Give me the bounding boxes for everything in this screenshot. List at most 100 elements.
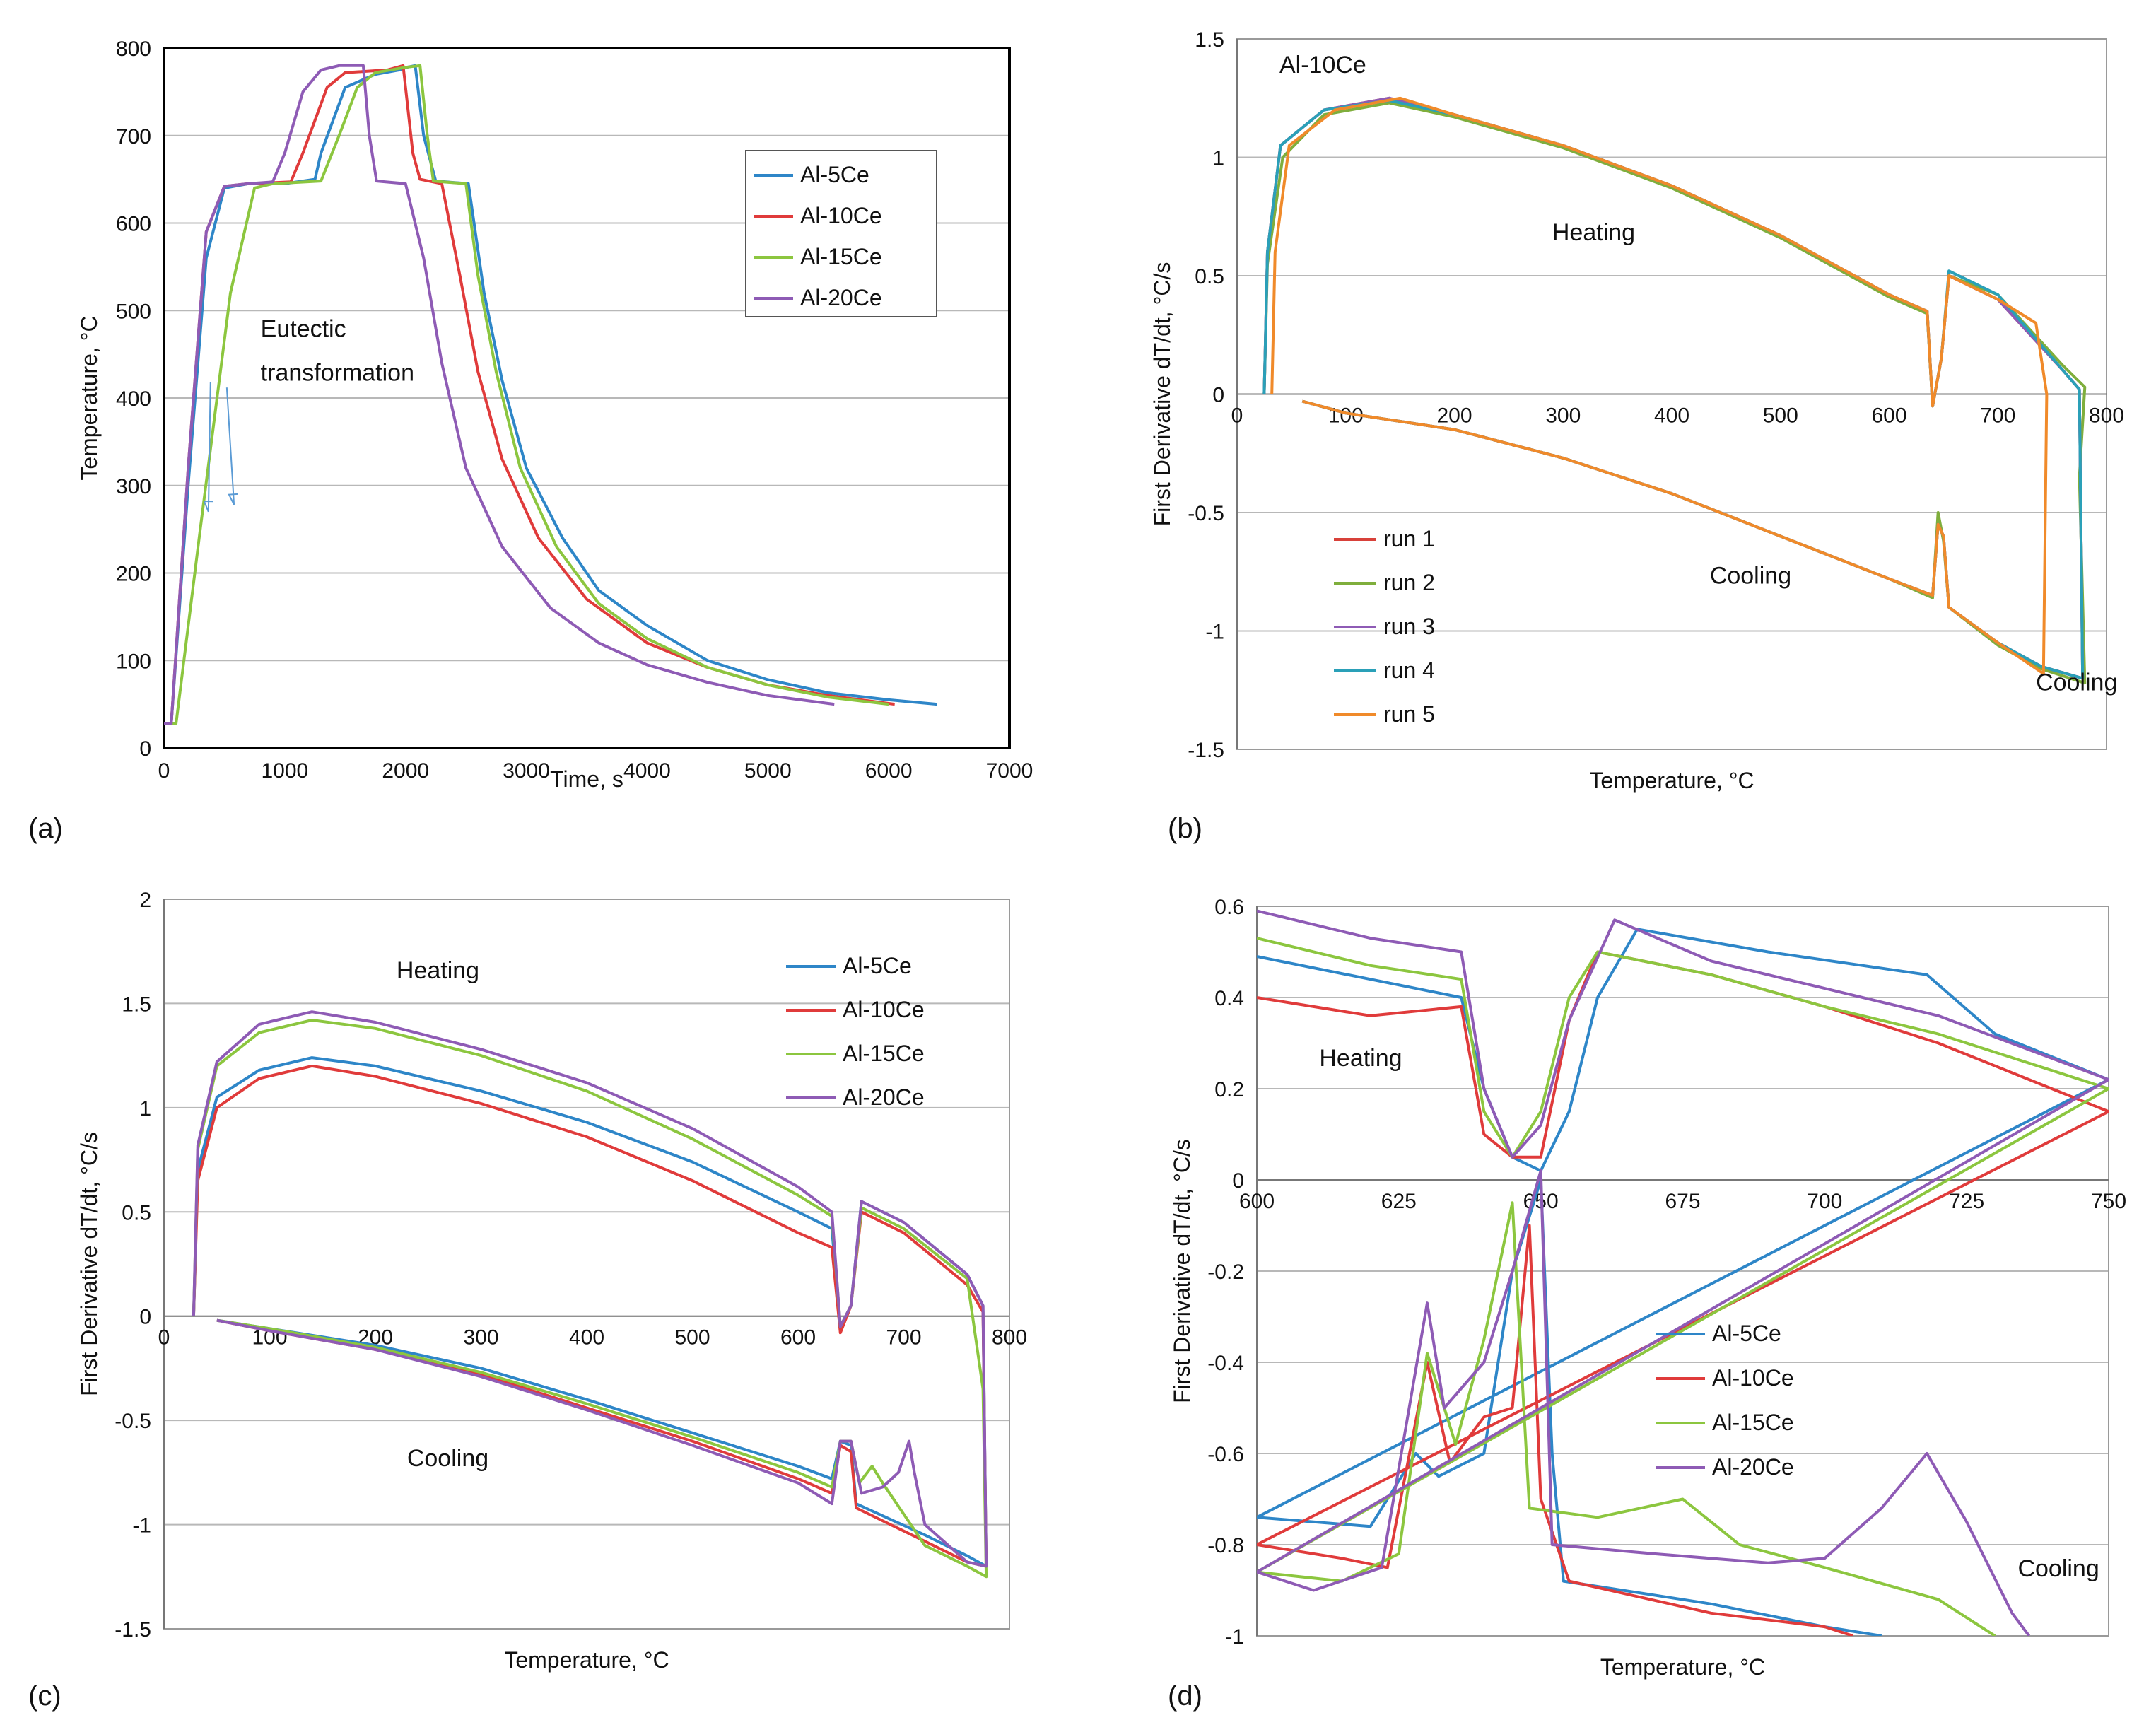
series-line-Al-5Ce bbox=[1257, 928, 2109, 1636]
x-tick-label: 700 bbox=[1807, 1190, 1842, 1213]
series-line-Al-15Ce bbox=[1257, 937, 2109, 1636]
x-axis-label: Temperature, °C bbox=[1589, 768, 1754, 793]
x-tick-label: 675 bbox=[1665, 1190, 1700, 1213]
panel-label: (b) bbox=[1168, 813, 1202, 844]
y-tick-label: 0.6 bbox=[1214, 896, 1244, 919]
y-tick-label: -0.8 bbox=[1207, 1534, 1244, 1557]
legend-label: Al-10Ce bbox=[1712, 1365, 1794, 1391]
annotation-arrow bbox=[225, 387, 235, 505]
legend-label: run 5 bbox=[1383, 701, 1435, 727]
y-tick-label: -0.6 bbox=[1207, 1443, 1244, 1466]
y-tick-label: 1 bbox=[1212, 147, 1224, 170]
legend-label: Al-5Ce bbox=[800, 162, 869, 187]
x-tick-label: 400 bbox=[569, 1326, 604, 1350]
x-tick-label: 3000 bbox=[503, 759, 550, 783]
series-group bbox=[1262, 96, 2087, 685]
x-axis-label: Temperature, °C bbox=[504, 1647, 669, 1673]
legend-label: run 1 bbox=[1383, 526, 1435, 551]
x-tick-label: 500 bbox=[1763, 404, 1798, 428]
annotation-text: Cooling bbox=[1710, 563, 1791, 590]
y-tick-label: -1.5 bbox=[1188, 739, 1224, 762]
x-axis-label: Temperature, °C bbox=[1600, 1654, 1765, 1680]
legend: run 1 run 2 run 3 run 4 run 5 bbox=[1334, 526, 1435, 727]
x-tick-label: 2000 bbox=[382, 759, 429, 783]
x-tick-label: 5000 bbox=[744, 759, 792, 783]
legend-label: Al-15Ce bbox=[800, 244, 882, 269]
legend-box bbox=[745, 150, 937, 317]
arrow-head bbox=[228, 493, 238, 505]
series-line-Al-20Ce bbox=[164, 64, 835, 725]
annotation-text: Heating bbox=[1552, 219, 1635, 246]
x-tick-label: 500 bbox=[674, 1326, 710, 1350]
x-tick-label: 0 bbox=[1231, 404, 1243, 428]
y-tick-label: 0.5 bbox=[122, 1201, 151, 1224]
legend-label: run 4 bbox=[1383, 657, 1435, 683]
y-tick-label: 0.2 bbox=[1214, 1078, 1244, 1101]
legend-label: run 3 bbox=[1383, 614, 1435, 639]
legend-label: Al-15Ce bbox=[843, 1041, 925, 1066]
x-tick-label: 725 bbox=[1949, 1190, 1984, 1213]
y-axis-label: First Derivative dT/dt, °C/s bbox=[1169, 1139, 1195, 1403]
x-axis-label: Time, s bbox=[550, 766, 623, 792]
chart-c: -1.5-1-0.500.511.520 100 200 300 400 500 600 70… bbox=[28, 889, 1027, 1712]
y-tick-label: -0.5 bbox=[1188, 502, 1224, 525]
y-tick-label: -0.4 bbox=[1207, 1352, 1244, 1375]
x-tick-label: 800 bbox=[992, 1326, 1027, 1350]
x-tick-label: 200 bbox=[1436, 404, 1472, 428]
legend-label: Al-20Ce bbox=[843, 1084, 925, 1110]
annotation-arrow bbox=[207, 382, 211, 512]
y-tick-label: -1 bbox=[132, 1514, 151, 1538]
series-line-Al-20Ce bbox=[192, 1010, 988, 1568]
legend: Al-5Ce Al-10Ce Al-15Ce Al-20Ce bbox=[1656, 1321, 1794, 1480]
panel-label: (a) bbox=[28, 813, 63, 844]
legend-label: Al-10Ce bbox=[843, 997, 925, 1022]
legend: Al-5Ce Al-10Ce Al-15Ce Al-20Ce bbox=[786, 953, 925, 1110]
x-tick-label: 625 bbox=[1381, 1190, 1417, 1213]
y-tick-label: 800 bbox=[116, 37, 151, 61]
x-tick-label: 800 bbox=[2089, 404, 2124, 428]
y-tick-label: 0.4 bbox=[1214, 987, 1244, 1010]
annotation-text: Heating bbox=[397, 957, 479, 984]
x-tick-label: 1000 bbox=[261, 759, 308, 783]
y-tick-label: 0 bbox=[139, 1306, 151, 1329]
x-tick-label: 4000 bbox=[623, 759, 671, 783]
series-line-Al-20Ce bbox=[1257, 909, 2109, 1636]
x-tick-label: 300 bbox=[463, 1326, 498, 1350]
chart-title: Al-10Ce bbox=[1279, 52, 1366, 78]
series-line-Al-15Ce bbox=[164, 64, 889, 725]
annotation-text: Heating bbox=[1319, 1045, 1402, 1072]
panel-label: (d) bbox=[1168, 1680, 1202, 1712]
series-line-run 5 bbox=[1270, 96, 2049, 675]
y-tick-label: 1.5 bbox=[1195, 28, 1224, 52]
annotation-text: Cooling bbox=[2017, 1555, 2099, 1582]
series-group bbox=[164, 64, 937, 725]
annotation-text: Cooling bbox=[407, 1445, 488, 1472]
legend-label: Al-20Ce bbox=[1712, 1454, 1794, 1480]
legend-label: Al-5Ce bbox=[1712, 1321, 1781, 1346]
y-tick-label: 0.5 bbox=[1195, 265, 1224, 288]
series-line-Al-5Ce bbox=[192, 1056, 988, 1568]
y-axis-label: Temperature, °C bbox=[76, 315, 102, 480]
x-tick-label: 0 bbox=[158, 759, 170, 783]
legend-label: Al-15Ce bbox=[1712, 1410, 1794, 1435]
y-axis-label: First Derivative dT/dt, °C/s bbox=[1149, 262, 1175, 527]
y-tick-label: -1 bbox=[1205, 621, 1224, 644]
series-group bbox=[192, 1010, 988, 1579]
chart-a: 0 100 200 300 400 500 600 700 800 0 1000 2000 3000 40… bbox=[28, 37, 1033, 844]
x-tick-label: 700 bbox=[886, 1326, 921, 1350]
annotation-text: transformation bbox=[261, 359, 414, 386]
y-tick-label: 300 bbox=[116, 475, 151, 498]
series-group bbox=[1257, 909, 2109, 1636]
x-tick-label: 6000 bbox=[865, 759, 913, 783]
legend-label: Al-20Ce bbox=[800, 285, 882, 310]
arrow-head bbox=[203, 501, 213, 513]
y-tick-label: 1 bbox=[139, 1097, 151, 1121]
annotation-text: Cooling bbox=[2036, 669, 2117, 696]
y-tick-label: 0 bbox=[1232, 1169, 1244, 1193]
y-tick-label: -1 bbox=[1225, 1625, 1244, 1649]
x-tick-label: 7000 bbox=[986, 759, 1033, 783]
x-tick-label: 300 bbox=[1545, 404, 1581, 428]
panel-label: (c) bbox=[28, 1680, 61, 1712]
